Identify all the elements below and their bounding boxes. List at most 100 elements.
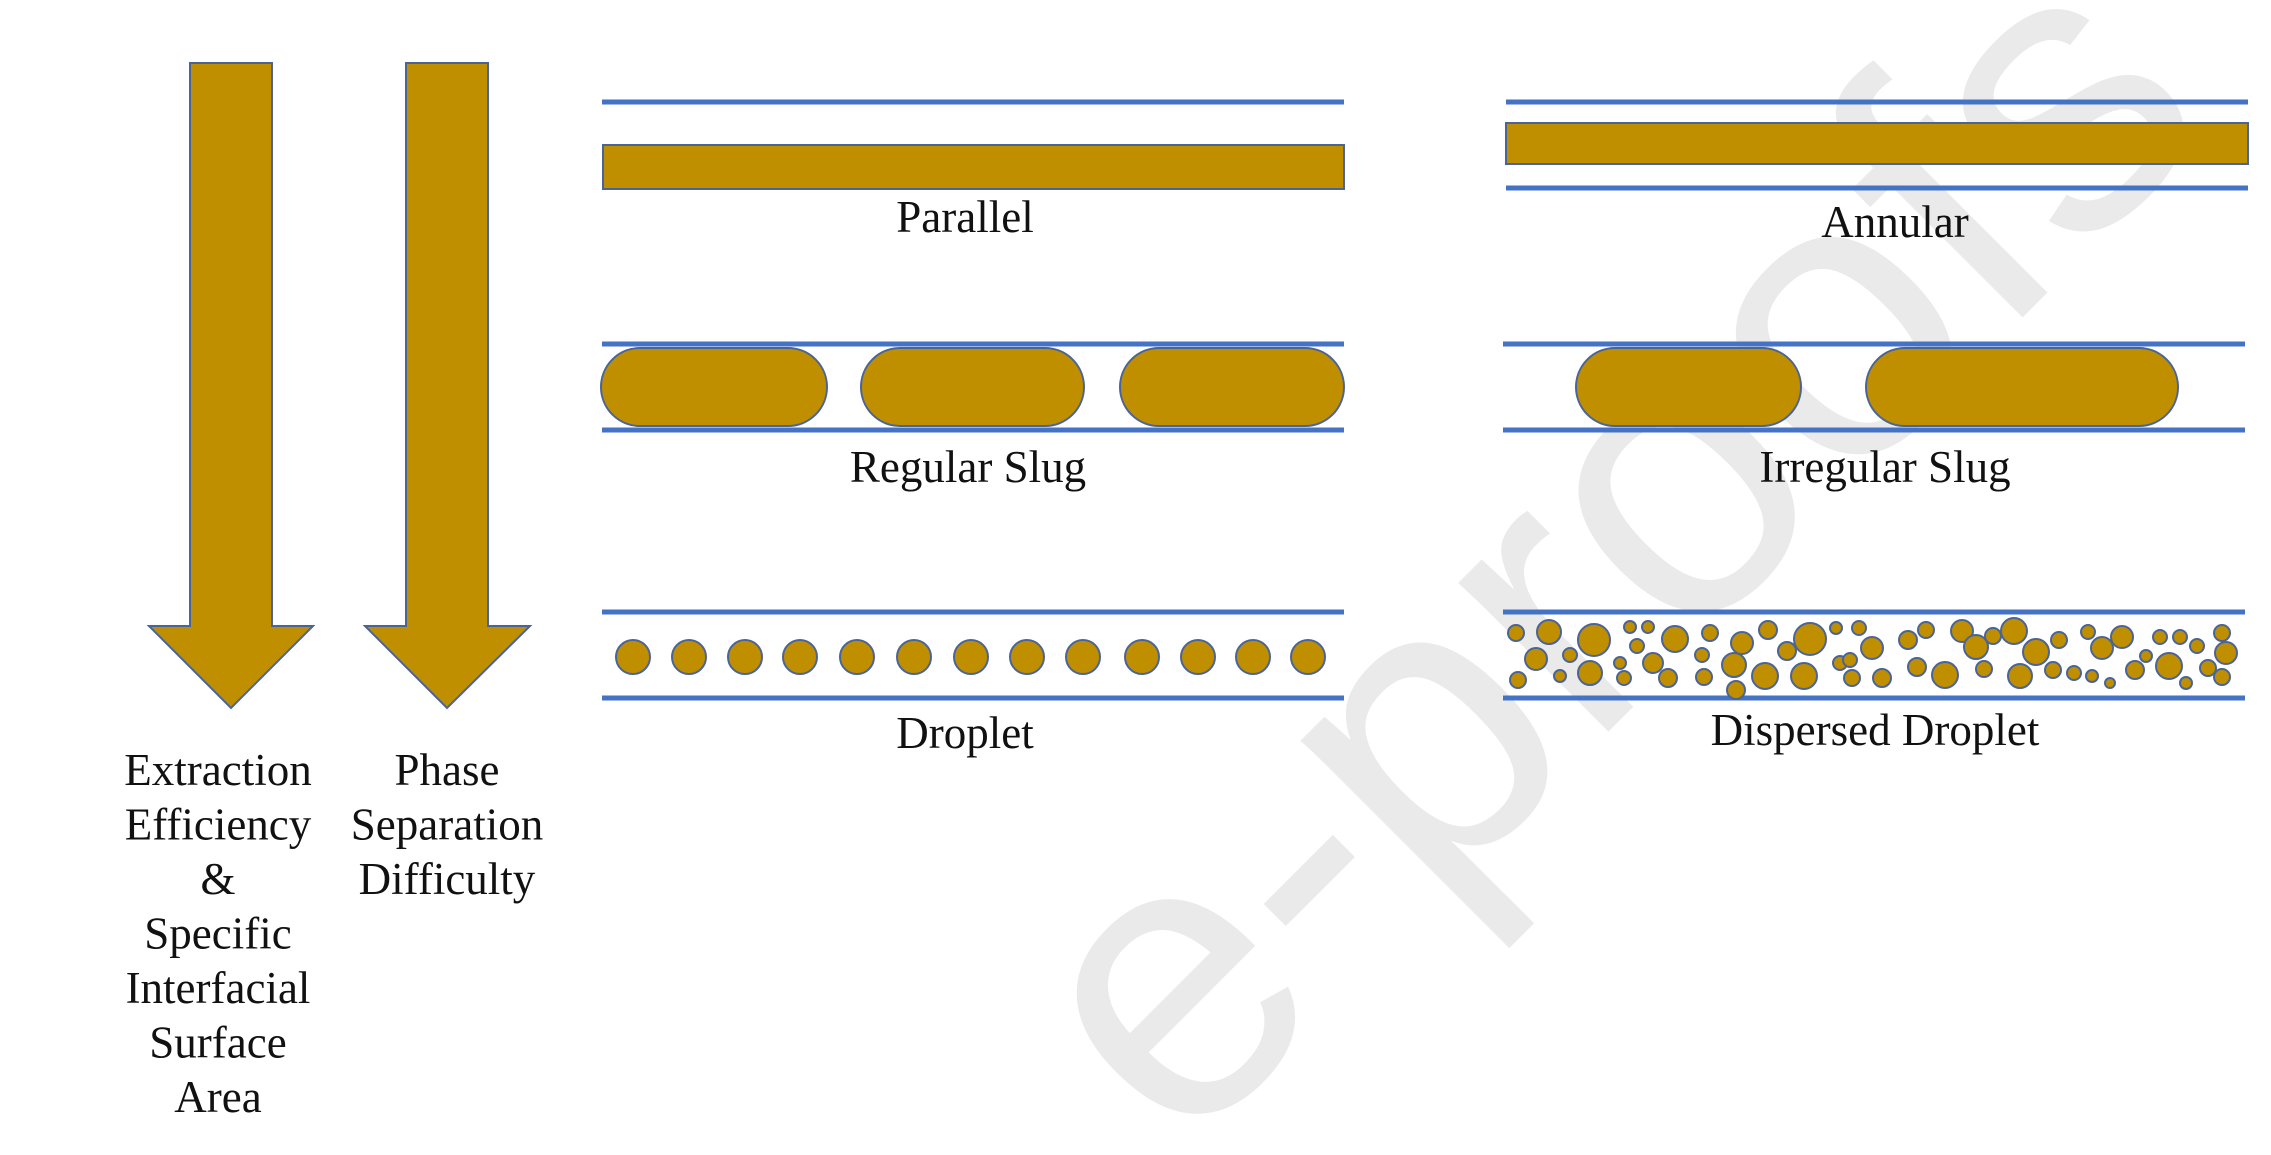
droplet — [1577, 623, 1611, 657]
down-arrow-shape — [146, 62, 316, 710]
phase-separation-label: Phase Separation Difficulty — [351, 745, 543, 904]
droplet — [1872, 668, 1892, 688]
droplet — [1851, 620, 1867, 636]
droplet — [1777, 641, 1797, 661]
droplet — [1793, 622, 1827, 656]
dispersed-droplet-label: Dispersed Droplet — [1711, 705, 2040, 755]
droplet — [671, 639, 707, 675]
droplet — [1658, 668, 1678, 688]
droplet — [1842, 652, 1858, 668]
droplet — [1524, 647, 1548, 671]
droplet — [1009, 639, 1045, 675]
droplet — [2022, 638, 2050, 666]
label-line: Surface — [149, 1018, 286, 1068]
droplet — [2007, 663, 2033, 689]
droplet — [782, 639, 818, 675]
droplet — [1963, 634, 1989, 660]
droplet — [1898, 630, 1918, 650]
label-line: Separation — [351, 800, 543, 850]
label-line: & — [200, 854, 235, 904]
droplet — [2213, 668, 2231, 686]
droplet — [1843, 669, 1861, 687]
droplet — [2104, 677, 2116, 689]
droplet — [2044, 661, 2062, 679]
slug — [1575, 347, 1802, 427]
droplet — [2066, 665, 2082, 681]
label-line: Efficiency — [125, 800, 312, 850]
label-line: Interfacial — [126, 963, 311, 1013]
droplet — [1641, 620, 1655, 634]
droplet — [2090, 636, 2114, 660]
droplet — [1290, 639, 1326, 675]
droplet — [2080, 624, 2096, 640]
droplet — [1065, 639, 1101, 675]
slug — [1865, 347, 2179, 427]
droplet — [1751, 662, 1779, 690]
droplet — [1984, 627, 2002, 645]
droplet-label: Droplet — [896, 708, 1034, 758]
droplet — [1629, 638, 1645, 654]
droplet — [1553, 669, 1567, 683]
droplet — [1536, 619, 1562, 645]
droplet — [1860, 636, 1884, 660]
extraction-efficiency-arrow — [146, 62, 316, 710]
droplet — [2214, 641, 2238, 665]
droplet — [1950, 619, 1974, 643]
slug — [600, 347, 828, 427]
label-line: Difficulty — [359, 854, 536, 904]
label-line: Area — [174, 1072, 261, 1122]
droplet — [953, 639, 989, 675]
droplet — [1721, 652, 1747, 678]
droplet — [2189, 638, 2205, 654]
droplet-flow-pattern: Droplet — [602, 609, 1344, 758]
parallel-flow-pattern: Parallel — [602, 99, 1345, 242]
annular-flow-pattern: Annular — [1505, 99, 2249, 247]
label-line: Specific — [144, 909, 291, 959]
slug — [1119, 347, 1345, 427]
extraction-efficiency-label: Extraction Efficiency & Specific Interfacial… — [124, 745, 311, 1122]
droplet — [2179, 676, 2193, 690]
droplet — [1917, 621, 1935, 639]
label-line: Phase — [395, 745, 500, 795]
droplet — [2085, 669, 2099, 683]
droplet — [1577, 660, 1603, 686]
droplet — [1507, 624, 1525, 642]
parallel-fluid-layer — [602, 144, 1345, 190]
droplet — [2172, 629, 2188, 645]
droplet — [1613, 656, 1627, 670]
irregular-slug-label: Irregular Slug — [1759, 442, 2010, 492]
droplet — [2110, 625, 2134, 649]
droplet — [1758, 620, 1778, 640]
irregular-slug-flow-pattern: Irregular Slug — [1503, 341, 2245, 492]
droplet — [1726, 680, 1746, 700]
droplet — [1730, 631, 1754, 655]
droplet — [2152, 629, 2168, 645]
droplet — [1829, 621, 1843, 635]
droplet — [1124, 639, 1160, 675]
droplet — [1694, 647, 1710, 663]
droplet — [2139, 649, 2153, 663]
droplet — [615, 639, 651, 675]
droplet-row — [615, 639, 1326, 675]
label-line: Extraction — [124, 745, 311, 795]
droplet — [2000, 617, 2028, 645]
annular-fluid-core — [1505, 122, 2249, 165]
droplet — [1235, 639, 1271, 675]
dispersed-droplet-flow-pattern: Dispersed Droplet — [1503, 609, 2245, 755]
droplet — [2199, 659, 2217, 677]
regular-slug-label: Regular Slug — [850, 442, 1086, 492]
droplet — [896, 639, 932, 675]
droplet — [1661, 625, 1689, 653]
droplet — [2050, 631, 2068, 649]
dispersed-droplets — [1507, 617, 2238, 700]
droplet — [1642, 652, 1664, 674]
droplet — [1180, 639, 1216, 675]
phase-separation-arrow — [362, 62, 533, 710]
droplet — [1695, 668, 1713, 686]
annular-label: Annular — [1821, 197, 1968, 247]
droplet — [1509, 671, 1527, 689]
slug — [860, 347, 1085, 427]
droplet — [1790, 662, 1818, 690]
down-arrow-shape — [362, 62, 533, 710]
